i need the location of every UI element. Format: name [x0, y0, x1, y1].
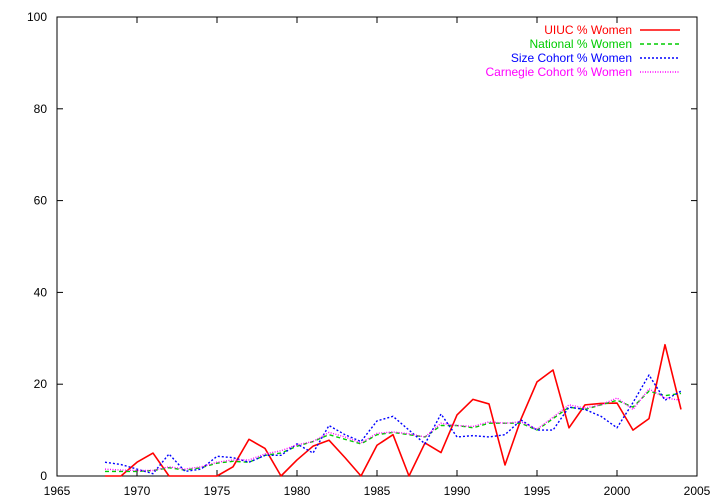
- series-line-4: [104, 388, 682, 472]
- series-line-1: [105, 343, 682, 477]
- plot-frame: [56, 16, 698, 477]
- x-tick-label: 1975: [204, 484, 231, 498]
- axis-ticks: 1965 1970 1975 1980 1985 1990 1995 2000 2005 0 20 4…: [27, 10, 711, 498]
- series-line-2: [105, 390, 682, 473]
- x-tick-label: 2000: [604, 484, 631, 498]
- series-lines: [104, 343, 682, 477]
- x-tick-label: 1965: [44, 484, 71, 498]
- legend-label: Size Cohort % Women: [511, 51, 632, 65]
- series-line-3: [104, 374, 682, 475]
- legend-label: Carnegie Cohort % Women: [485, 65, 632, 79]
- y-tick-label: 20: [34, 377, 48, 391]
- x-tick-label: 2005: [684, 484, 711, 498]
- legend-label: UIUC % Women: [544, 23, 632, 37]
- x-tick-label: 1970: [124, 484, 151, 498]
- y-tick-label: 40: [34, 285, 48, 299]
- y-tick-label: 100: [27, 10, 47, 24]
- legend-label: National % Women: [530, 37, 633, 51]
- x-tick-label: 1995: [524, 484, 551, 498]
- x-tick-label: 1990: [444, 484, 471, 498]
- y-tick-label: 80: [34, 102, 48, 116]
- x-tick-label: 1980: [284, 484, 311, 498]
- y-tick-label: 0: [40, 469, 47, 483]
- y-tick-label: 60: [34, 194, 48, 208]
- x-tick-label: 1985: [364, 484, 391, 498]
